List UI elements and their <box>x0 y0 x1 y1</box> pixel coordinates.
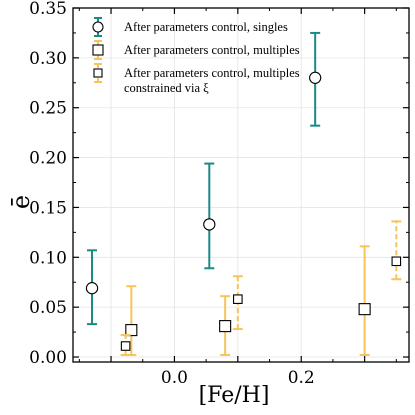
y-axis-label: ē <box>7 195 35 209</box>
legend-swatch <box>93 63 103 83</box>
axis-ticks: 0.00 0.05 0.10 0.15 0.20 0.25 0.30 0.35 0.0 0.2 <box>29 0 409 388</box>
x-tick-label: 0.2 <box>288 368 315 388</box>
x-tick-label: 0.0 <box>161 368 188 388</box>
data-point <box>309 71 322 84</box>
y-tick-label: 0.05 <box>29 298 67 318</box>
legend-marker <box>93 68 103 78</box>
data-point <box>203 218 216 231</box>
legend: After parameters control, singles After p… <box>92 17 300 95</box>
legend-label: After parameters control, multiples <box>124 43 300 57</box>
legend-swatch <box>92 40 104 60</box>
y-tick-label: 0.00 <box>29 348 67 368</box>
plot-series <box>85 31 402 357</box>
data-point <box>233 294 243 304</box>
y-tick-label: 0.10 <box>29 248 67 268</box>
data-point <box>391 256 402 267</box>
legend-marker <box>92 44 104 56</box>
legend-label: constrained via ξ <box>124 81 209 95</box>
series-2 <box>125 245 371 357</box>
data-point <box>358 303 371 316</box>
legend-label: After parameters control, singles <box>124 20 288 34</box>
x-axis-label: [Fe/H] <box>199 383 270 408</box>
legend-swatch <box>92 17 104 37</box>
data-point <box>219 320 232 333</box>
data-point <box>125 324 138 337</box>
y-tick-label: 0.20 <box>29 149 67 169</box>
data-point <box>120 341 131 351</box>
y-tick-label: 0.25 <box>29 99 67 119</box>
legend-label: After parameters control, multiples <box>124 66 300 80</box>
series-1 <box>85 31 322 326</box>
data-point <box>85 282 99 295</box>
plot-frame <box>72 7 410 363</box>
series-3 <box>120 220 402 357</box>
y-tick-label: 0.30 <box>29 49 67 69</box>
y-tick-label: 0.35 <box>29 0 67 19</box>
y-tick-label: 0.15 <box>29 198 67 218</box>
legend-marker <box>92 21 104 33</box>
